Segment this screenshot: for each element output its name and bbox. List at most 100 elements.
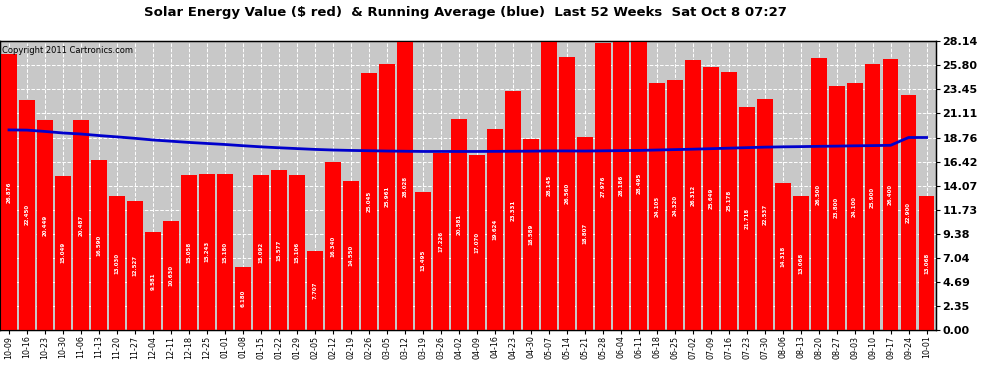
Text: 15.049: 15.049 — [60, 242, 65, 263]
Text: 15.577: 15.577 — [276, 239, 281, 261]
Text: 14.318: 14.318 — [780, 246, 785, 267]
Bar — [756, 99, 772, 330]
Bar — [235, 267, 250, 330]
Bar — [666, 81, 682, 330]
Bar — [523, 139, 539, 330]
Text: 22.900: 22.900 — [906, 202, 911, 223]
Bar — [864, 64, 880, 330]
Bar — [325, 162, 341, 330]
Bar — [163, 221, 179, 330]
Bar — [595, 43, 611, 330]
Bar — [685, 60, 701, 330]
Text: 16.590: 16.590 — [96, 234, 101, 255]
Bar — [829, 86, 844, 330]
Bar — [846, 83, 862, 330]
Bar — [289, 175, 305, 330]
Bar — [307, 251, 323, 330]
Bar — [901, 95, 917, 330]
Text: 7.707: 7.707 — [313, 282, 318, 299]
Text: 13.068: 13.068 — [924, 252, 929, 274]
Bar — [631, 38, 646, 330]
Text: 21.718: 21.718 — [744, 208, 749, 229]
Bar — [919, 196, 935, 330]
Bar — [199, 174, 215, 330]
Text: Solar Energy Value ($ red)  & Running Average (blue)  Last 52 Weeks  Sat Oct 8 0: Solar Energy Value ($ red) & Running Ave… — [144, 6, 787, 19]
Bar — [19, 100, 35, 330]
Text: 20.487: 20.487 — [78, 214, 83, 236]
Bar — [558, 57, 574, 330]
Text: 9.581: 9.581 — [150, 272, 155, 290]
Bar — [577, 137, 593, 330]
Text: 15.058: 15.058 — [186, 242, 191, 263]
Text: 16.340: 16.340 — [331, 236, 336, 257]
Text: 25.178: 25.178 — [726, 190, 732, 211]
Bar — [253, 175, 269, 330]
Text: 27.976: 27.976 — [600, 176, 605, 197]
Text: 28.145: 28.145 — [546, 175, 551, 196]
Text: 23.800: 23.800 — [835, 197, 840, 219]
Bar — [739, 107, 754, 330]
Bar — [343, 181, 358, 330]
Text: 25.649: 25.649 — [708, 188, 713, 209]
Bar — [703, 67, 719, 330]
Text: 25.900: 25.900 — [870, 186, 875, 208]
Text: 6.180: 6.180 — [241, 290, 246, 307]
Bar — [433, 153, 448, 330]
Text: 22.450: 22.450 — [25, 204, 30, 225]
Text: 13.068: 13.068 — [798, 252, 803, 274]
Bar — [775, 183, 791, 330]
Bar — [37, 120, 52, 330]
Text: 26.500: 26.500 — [816, 183, 821, 205]
Bar — [217, 174, 233, 330]
Bar — [487, 129, 503, 330]
Text: 24.105: 24.105 — [654, 196, 659, 217]
Bar — [1, 54, 17, 330]
Bar — [415, 192, 431, 330]
Text: 22.537: 22.537 — [762, 204, 767, 225]
Text: 17.226: 17.226 — [439, 231, 444, 252]
Text: 25.045: 25.045 — [366, 191, 371, 212]
Text: 13.030: 13.030 — [115, 253, 120, 274]
Bar — [541, 41, 556, 330]
Bar — [811, 58, 827, 330]
Text: 10.630: 10.630 — [168, 265, 173, 286]
Text: 20.581: 20.581 — [456, 214, 461, 235]
Bar — [145, 232, 160, 330]
Text: 24.100: 24.100 — [852, 196, 857, 217]
Text: 28.495: 28.495 — [637, 173, 642, 195]
Bar — [613, 41, 629, 330]
Bar — [127, 201, 143, 330]
Text: 26.560: 26.560 — [564, 183, 569, 204]
Text: 18.589: 18.589 — [529, 224, 534, 245]
Text: 26.312: 26.312 — [690, 184, 695, 206]
Text: 28.028: 28.028 — [402, 176, 407, 197]
Bar — [109, 196, 125, 330]
Bar — [361, 73, 377, 330]
Bar — [91, 160, 107, 330]
Text: 15.106: 15.106 — [294, 242, 299, 263]
Text: Copyright 2011 Cartronics.com: Copyright 2011 Cartronics.com — [2, 46, 133, 55]
Bar — [793, 196, 809, 330]
Bar — [505, 91, 521, 330]
Text: 17.070: 17.070 — [474, 232, 479, 253]
Bar — [397, 42, 413, 330]
Text: 18.807: 18.807 — [582, 223, 587, 244]
Bar — [55, 176, 71, 330]
Bar — [271, 170, 287, 330]
Bar — [883, 59, 899, 330]
Text: 26.876: 26.876 — [7, 182, 12, 203]
Bar — [450, 119, 466, 330]
Text: 20.449: 20.449 — [43, 214, 48, 236]
Bar — [181, 176, 197, 330]
Bar — [379, 64, 395, 330]
Text: 13.495: 13.495 — [421, 250, 426, 272]
Text: 28.186: 28.186 — [618, 175, 623, 196]
Bar — [648, 82, 664, 330]
Text: 19.624: 19.624 — [492, 219, 497, 240]
Text: 15.092: 15.092 — [258, 242, 263, 263]
Bar — [469, 155, 485, 330]
Bar — [73, 120, 89, 330]
Text: 12.527: 12.527 — [133, 255, 138, 276]
Text: 15.243: 15.243 — [204, 241, 210, 262]
Bar — [721, 72, 737, 330]
